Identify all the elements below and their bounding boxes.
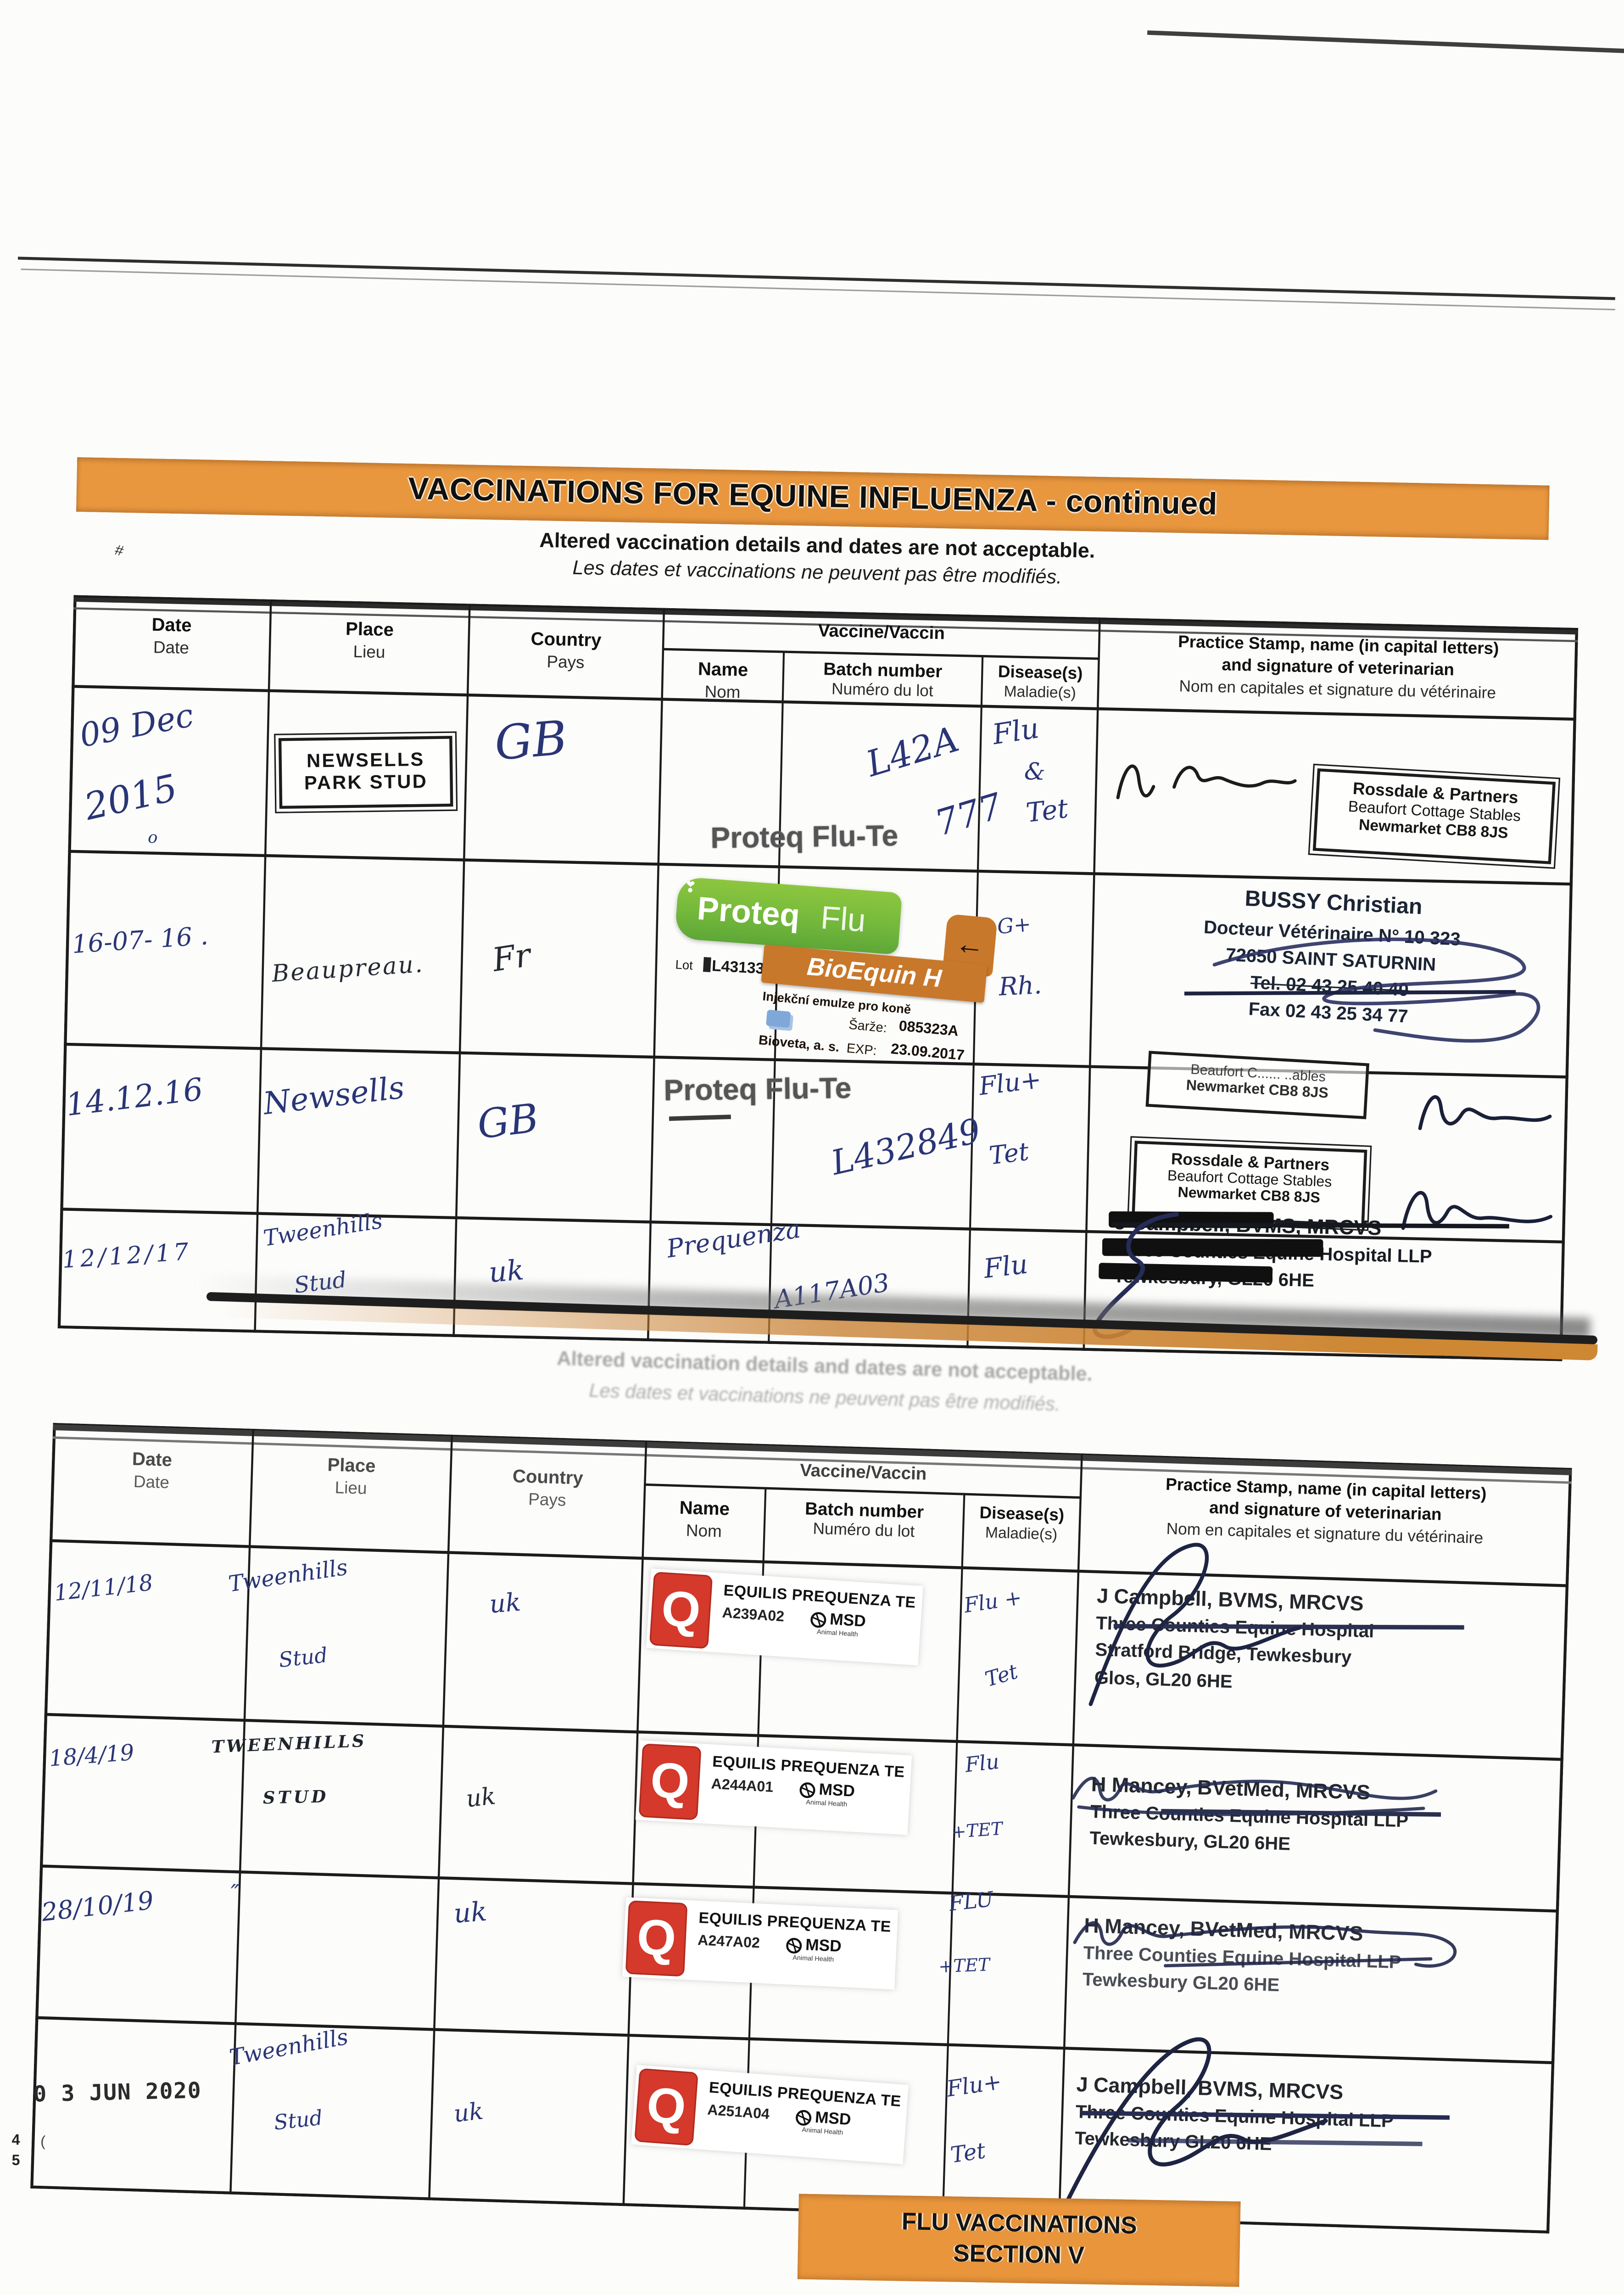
col-header-place: Place Lieu [327,1455,376,1498]
veterinarian-signature-large [1052,2037,1328,2230]
margin-hash-mark: # [113,543,125,561]
bioequin-sticker: ← BioEquin H Injekční emulze pro koně Ša… [754,913,998,1073]
vaccine-sticker-name: EQUILIS PREQUENZA TE [698,1909,892,1937]
banner-title: VACCINATIONS FOR EQUINE INFLUENZA - cont… [407,472,1218,522]
scan-artifact-line [17,257,1615,300]
q-logo: Q [649,1572,713,1649]
col-header-practice: Practice Stamp, name (in capital letters… [1178,634,1499,703]
lot-barcode-mark [703,957,711,972]
entry-country: uk [452,2097,485,2128]
veterinarian-signature [1401,1191,1553,1230]
col-header-country: Country Pays [512,1466,584,1510]
entry-disease: & [1024,757,1046,786]
msd-logo: MSD Animal Health [795,2109,852,2138]
msd-globe-icon [796,2110,812,2126]
footer-line1: FLU VACCINATIONS [901,2209,1138,2239]
vaccine-sticker-code: A251A04 [707,2103,770,2124]
bioequin-batch: 085323A [898,1019,960,1041]
vaccine-name-stamp: Proteq Flu-Te [710,820,899,856]
table-grid [57,595,1579,1361]
vaccination-table-1: Date Date Place Lieu Country Pays Vaccin… [57,595,1579,1361]
entry-disease: Tet [949,2137,988,2169]
entry-place: STUD [262,1786,329,1808]
bioequin-batch-label: Šarže: [848,1017,888,1036]
entry-country: uk [488,1588,522,1620]
col-header-batch: Batch number Numéro du lot [823,658,943,701]
equilis-sticker: Q EQUILIS PREQUENZA TE A244A01 MSD Anima… [635,1740,912,1835]
vaccination-table-2: Date Date Place Lieu Country Pays Vaccin… [30,1422,1572,2234]
entry-disease: Tet [988,1137,1031,1172]
scan-artifact-line-top-right [1147,30,1624,54]
practice-stamp-rossdale: Rossdale & Partners Beaufort Cottage Sta… [1308,763,1560,870]
entry-disease: Flu [982,1249,1030,1286]
col-header-date: Date Date [151,614,192,658]
section-banner: VACCINATIONS FOR EQUINE INFLUENZA - cont… [76,457,1550,540]
footer-line2: SECTION V [953,2240,1085,2270]
entry-disease: Flu+ [977,1065,1043,1103]
entry-disease: Tet [1024,794,1070,829]
bioveta-logo [765,1009,791,1028]
ink-mark: o [147,828,158,848]
sticker-glyph: ❣ [683,879,697,897]
msd-logo: MSD Animal Health [786,1937,842,1965]
entry-disease: Rh. [998,971,1043,1003]
col-header-name: Name Nom [698,659,748,702]
footer-banner: FLU VACCINATIONS SECTION V [797,2194,1241,2287]
entry-disease: Flu [990,712,1041,752]
bioequin-exp: 23.09.2017 [890,1041,965,1065]
entry-date-stamp: 0 3 JUN 2020 [33,2077,202,2108]
margin-mark: 5 [11,2153,20,2170]
equilis-sticker: Q EQUILIS PREQUENZA TE A239A02 MSD Anima… [646,1568,923,1666]
col-header-disease: Disease(s) Maladie(s) [979,1505,1065,1545]
vaccine-sticker-code: A239A02 [721,1606,785,1626]
entry-disease: Flu [964,1751,1001,1778]
msd-globe-icon [800,1782,816,1798]
vaccine-sticker-code: A247A02 [697,1933,760,1953]
veterinarian-signature [1418,1095,1552,1131]
q-logo: Q [638,1743,702,1820]
entry-disease: +TET [938,1954,990,1977]
entry-disease: G+ [996,913,1032,940]
signature-scribble [1072,1776,1438,1816]
col-header-place: Place Lieu [345,618,394,662]
bioequin-exp-label: EXP: [846,1041,878,1058]
margin-mark: 4 [11,2133,20,2149]
bioequin-mfr: Bioveta, a. s. [758,1032,840,1055]
equilis-sticker: Q EQUILIS PREQUENZA TE A251A04 MSD Anima… [631,2065,909,2165]
q-logo: Q [625,1900,688,1977]
veterinarian-signature [1116,764,1297,800]
col-header-disease: Disease(s) Maladie(s) [998,664,1083,703]
col-header-name: Name Nom [679,1497,730,1541]
equilis-sticker: Q EQUILIS PREQUENZA TE A247A02 MSD Anima… [622,1897,898,1990]
msd-logo: MSD Animal Health [809,1611,866,1640]
veterinarian-signature-large [1088,1543,1301,1706]
col-header-country: Country Pays [530,628,602,672]
entry-country: GB [475,1096,541,1149]
entry-disease: +TET [950,1818,1004,1843]
entry-country: GB [492,710,569,772]
signature-scribble [1184,937,1540,1043]
entry-country: Fr [490,938,534,980]
entry-place-ditto: ″ [230,1879,240,1908]
entry-place: Stud [273,2107,324,2136]
vaccine-name-stamp: Proteq Flu-Te [664,1073,852,1108]
col-header-date: Date Date [132,1449,173,1492]
entry-place: Stud [278,1644,329,1674]
entry-country: uk [452,1897,488,1930]
col-header-batch: Batch number Numéro du lot [804,1498,924,1541]
msd-globe-icon [787,1938,803,1954]
vaccine-sticker-code: A244A01 [710,1776,774,1797]
entry-date: 18/4/19 [48,1739,135,1772]
ink-mark: ( [40,2134,46,2151]
signature-scribble [1073,1921,1457,1968]
entry-disease: FLU [948,1888,995,1917]
q-logo: Q [634,2068,698,2146]
msd-logo: MSD Animal Health [799,1781,855,1809]
vaccine-sticker-name: EQUILIS PREQUENZA TE [712,1753,905,1782]
place-stamp-newsells: NEWSELLS PARK STUD [274,731,458,814]
msd-globe-icon [811,1612,827,1628]
entry-country: uk [464,1781,497,1813]
scan-artifact-line [21,268,1615,311]
